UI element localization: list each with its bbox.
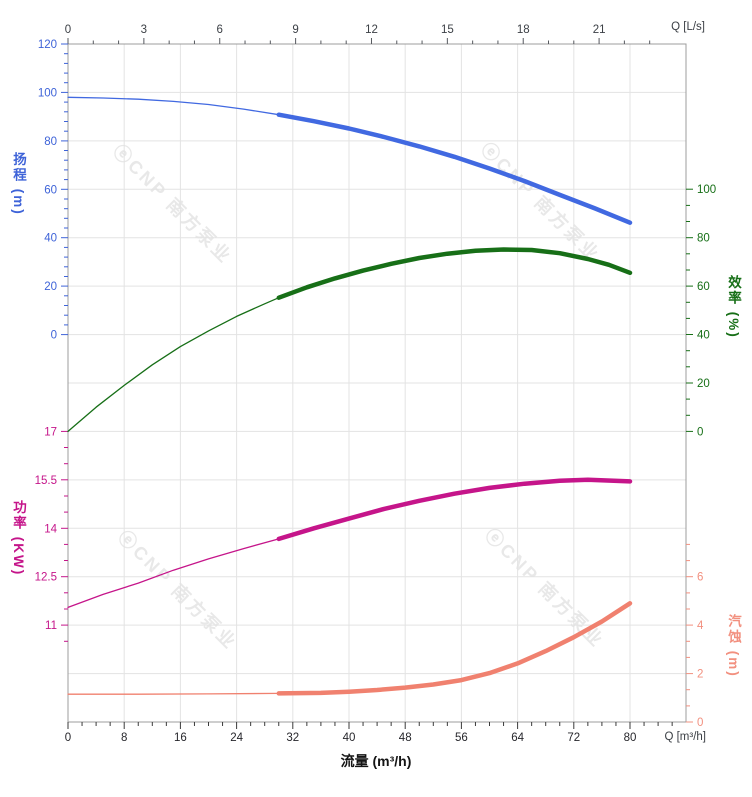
svg-text:0: 0 bbox=[697, 426, 703, 438]
svg-text:24: 24 bbox=[230, 732, 243, 744]
top-axis: 0 3 6 9 12 15 18 21 bbox=[65, 24, 651, 44]
top-axis-unit-label: Q [L/s] bbox=[671, 21, 705, 33]
svg-text:80: 80 bbox=[624, 732, 637, 744]
svg-text:17: 17 bbox=[44, 426, 57, 438]
svg-text:32: 32 bbox=[286, 732, 299, 744]
flow-axis-title: 流量 (m³/h) bbox=[340, 753, 412, 769]
svg-text:72: 72 bbox=[567, 732, 580, 744]
svg-text:18: 18 bbox=[517, 24, 530, 36]
svg-text:40: 40 bbox=[343, 732, 356, 744]
svg-text:40: 40 bbox=[44, 233, 57, 245]
svg-text:6: 6 bbox=[217, 24, 223, 36]
head-axis-title: 扬程 (m) bbox=[11, 152, 26, 216]
svg-text:64: 64 bbox=[511, 732, 524, 744]
svg-text:48: 48 bbox=[399, 732, 412, 744]
bottom-axis-unit-label: Q [m³/h] bbox=[664, 731, 706, 743]
svg-text:120: 120 bbox=[38, 39, 57, 51]
eff-curve bbox=[67, 247, 633, 433]
power-curve bbox=[67, 477, 633, 609]
svg-text:0: 0 bbox=[65, 732, 71, 744]
svg-text:14: 14 bbox=[44, 523, 57, 535]
power-axis: 17 15.5 14 12.5 11 bbox=[35, 426, 68, 642]
head-curve bbox=[67, 96, 633, 225]
svg-text:0: 0 bbox=[65, 24, 71, 36]
svg-text:16: 16 bbox=[174, 732, 187, 744]
gridlines bbox=[68, 44, 686, 722]
svg-text:60: 60 bbox=[697, 281, 710, 293]
bottom-axis: 0 8 16 24 32 40 48 56 64 72 80 bbox=[65, 722, 673, 744]
svg-text:20: 20 bbox=[697, 378, 710, 390]
svg-text:100: 100 bbox=[38, 87, 57, 99]
svg-text:100: 100 bbox=[697, 184, 716, 196]
svg-text:56: 56 bbox=[455, 732, 468, 744]
svg-text:2: 2 bbox=[697, 669, 703, 681]
svg-text:15: 15 bbox=[441, 24, 454, 36]
efficiency-axis-title: 效率 (%) bbox=[726, 275, 741, 339]
svg-text:40: 40 bbox=[697, 330, 710, 342]
svg-text:60: 60 bbox=[44, 184, 57, 196]
svg-text:80: 80 bbox=[44, 136, 57, 148]
svg-text:6: 6 bbox=[697, 572, 703, 584]
svg-text:4: 4 bbox=[697, 620, 704, 632]
svg-text:3: 3 bbox=[141, 24, 147, 36]
npsh-curve bbox=[67, 601, 633, 696]
svg-text:9: 9 bbox=[292, 24, 298, 36]
svg-text:12.5: 12.5 bbox=[35, 572, 57, 584]
svg-text:80: 80 bbox=[697, 233, 710, 245]
svg-text:20: 20 bbox=[44, 281, 57, 293]
eff-axis: 100 80 60 40 20 0 bbox=[686, 184, 716, 438]
svg-text:0: 0 bbox=[51, 330, 57, 342]
head-axis: 120 100 80 60 40 20 0 bbox=[38, 39, 68, 342]
svg-text:12: 12 bbox=[365, 24, 378, 36]
svg-text:8: 8 bbox=[121, 732, 127, 744]
svg-text:11: 11 bbox=[45, 620, 57, 632]
svg-text:21: 21 bbox=[593, 24, 606, 36]
svg-text:15.5: 15.5 bbox=[35, 475, 57, 487]
npsh-axis-title: 汽蚀 (m) bbox=[726, 614, 741, 678]
svg-text:0: 0 bbox=[697, 717, 703, 729]
npsh-axis: 6 4 2 0 bbox=[686, 543, 704, 729]
power-axis-title: 功率 (KW) bbox=[11, 500, 26, 577]
